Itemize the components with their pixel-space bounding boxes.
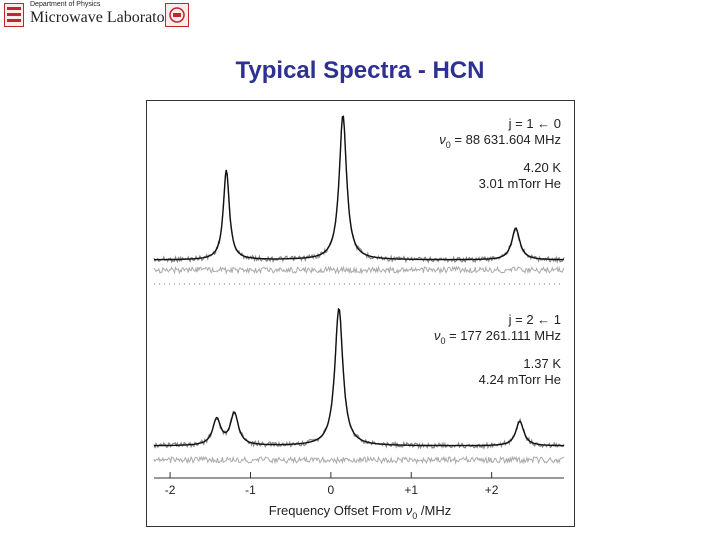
- panel-2-frequency: ν0 = 177 261.111 MHz: [434, 328, 561, 346]
- figure-frame: [146, 100, 575, 527]
- panel-2-temperature: 1.37 K: [523, 356, 561, 371]
- x-tick-label: -1: [245, 483, 256, 497]
- panel-1-fit-series: [154, 115, 564, 261]
- spectra-plots: [153, 115, 565, 465]
- university-seal-icon: [4, 3, 24, 27]
- panel-2-transition: j = 2 ← 1: [508, 312, 561, 327]
- x-axis: -2 -1 0 +1 +2: [154, 472, 564, 497]
- panel-2-annotations: j = 2 ← 1 ν0 = 177 261.111 MHz 1.37 K 4.…: [434, 312, 561, 387]
- lab-header: Department of Physics Microwave Laborato…: [0, 0, 720, 34]
- x-tick-label: -2: [165, 483, 176, 497]
- panel-1-residual-series: [153, 265, 565, 275]
- x-tick-label: +2: [485, 483, 499, 497]
- x-axis-label: Frequency Offset From ν0 /MHz: [269, 503, 452, 521]
- hcn-spectra-figure: j = 1 ← 0 ν0 = 88 631.604 MHz 4.20 K 3.0…: [146, 100, 575, 527]
- panel-2-pressure: 4.24 mTorr He: [479, 372, 561, 387]
- panel-1-transition: j = 1 ← 0: [508, 116, 561, 131]
- panel-1-annotations: j = 1 ← 0 ν0 = 88 631.604 MHz 4.20 K 3.0…: [439, 116, 561, 191]
- panel-1-temperature: 4.20 K: [523, 160, 561, 175]
- panel-2-fit-series: [154, 307, 564, 447]
- panel-2-residual-series: [153, 455, 565, 465]
- university-seal-icon: [165, 3, 189, 27]
- x-tick-label: +1: [404, 483, 418, 497]
- department-name: Department of Physics: [30, 1, 101, 8]
- panel-1-frequency: ν0 = 88 631.604 MHz: [439, 132, 561, 150]
- slide-title: Typical Spectra - HCN: [235, 57, 485, 84]
- panel-1-pressure: 3.01 mTorr He: [479, 176, 561, 191]
- laboratory-name: Microwave Laboratory: [30, 9, 178, 26]
- x-tick-label: 0: [328, 483, 335, 497]
